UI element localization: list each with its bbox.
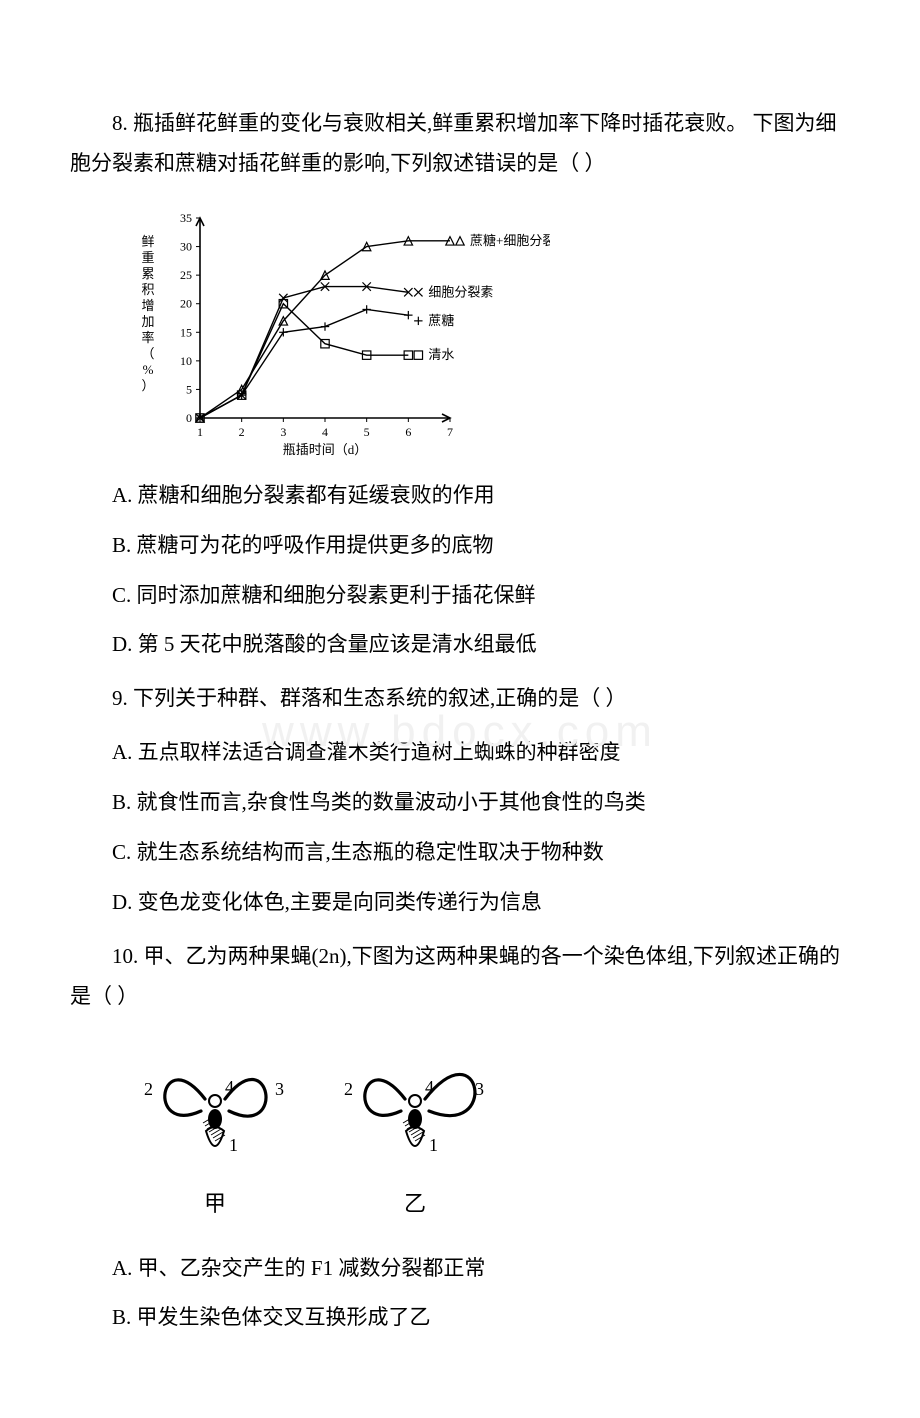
- svg-text:2: 2: [239, 425, 245, 439]
- q9-opt-d: D. 变色龙变化体色,主要是向同类传递行为信息: [70, 883, 850, 923]
- q9-opt-b: B. 就食性而言,杂食性鸟类的数量波动小于其他食性的鸟类: [70, 783, 850, 823]
- svg-text:3: 3: [475, 1079, 484, 1099]
- svg-text:15: 15: [180, 325, 192, 339]
- svg-text:4: 4: [322, 425, 328, 439]
- q8-opt-b: B. 蔗糖可为花的呼吸作用提供更多的底物: [70, 526, 850, 566]
- svg-text:1: 1: [229, 1135, 238, 1155]
- svg-text:蔗糖+细胞分裂素: 蔗糖+细胞分裂素: [470, 233, 550, 248]
- svg-text:乙: 乙: [404, 1191, 426, 1216]
- svg-text:5: 5: [364, 425, 370, 439]
- svg-text:（: （: [141, 346, 154, 361]
- svg-text:瓶插时间（d）: 瓶插时间（d）: [283, 442, 368, 457]
- q10-opt-b: B. 甲发生染色体交叉互换形成了乙: [70, 1298, 850, 1338]
- svg-text:20: 20: [180, 296, 192, 310]
- q8-stem: 8. 瓶插鲜花鲜重的变化与衰败相关,鲜重累积增加率下降时插花衰败。 下图为细胞分…: [70, 104, 850, 184]
- svg-text:5: 5: [186, 382, 192, 396]
- q8-opt-a: A. 蔗糖和细胞分裂素都有延缓衰败的作用: [70, 476, 850, 516]
- svg-text:鲜: 鲜: [141, 234, 154, 249]
- svg-text:6: 6: [405, 425, 411, 439]
- svg-text:累: 累: [141, 266, 154, 281]
- svg-text:7: 7: [447, 425, 453, 439]
- svg-text:率: 率: [141, 330, 154, 345]
- svg-text:加: 加: [141, 314, 154, 329]
- svg-text:）: ）: [141, 378, 154, 393]
- q8-chart: 0 5 10 15 20 25 30 35 1 2 3 4 5 6 7 瓶插时间（d） 鲜重累积增加率（%） 蔗糖…: [130, 200, 850, 460]
- svg-text:%: %: [143, 362, 154, 377]
- svg-text:10: 10: [180, 354, 192, 368]
- q8-opt-d: D. 第 5 天花中脱落酸的含量应该是清水组最低: [70, 625, 850, 665]
- q10-opt-a: A. 甲、乙杂交产生的 F1 减数分裂都正常: [70, 1249, 850, 1289]
- svg-text:2: 2: [344, 1079, 353, 1099]
- svg-text:清水: 清水: [428, 347, 454, 362]
- svg-text:3: 3: [280, 425, 286, 439]
- svg-text:30: 30: [180, 239, 192, 253]
- q8-opt-c: C. 同时添加蔗糖和细胞分裂素更利于插花保鲜: [70, 576, 850, 616]
- q9-stem: 9. 下列关于种群、群落和生态系统的叙述,正确的是（ ）: [70, 679, 850, 719]
- svg-text:0: 0: [186, 411, 192, 425]
- svg-text:增: 增: [141, 298, 154, 313]
- svg-text:甲: 甲: [204, 1191, 226, 1216]
- q9-opt-a: A. 五点取样法适合调查灌木类行道树上蜘蛛的种群密度: [70, 733, 850, 773]
- svg-text:2: 2: [144, 1079, 153, 1099]
- svg-text:重: 重: [141, 250, 154, 265]
- svg-text:积: 积: [141, 282, 154, 297]
- q10-diagram: 42314231甲乙: [130, 1041, 850, 1231]
- q10-stem: 10. 甲、乙为两种果蝇(2n),下图为这两种果蝇的各一个染色体组,下列叙述正确…: [70, 937, 850, 1017]
- q9-opt-c: C. 就生态系统结构而言,生态瓶的稳定性取决于物种数: [70, 833, 850, 873]
- svg-text:3: 3: [275, 1079, 284, 1099]
- svg-text:35: 35: [180, 211, 192, 225]
- svg-text:1: 1: [429, 1135, 438, 1155]
- svg-text:细胞分裂素: 细胞分裂素: [428, 284, 493, 299]
- svg-text:蔗糖: 蔗糖: [428, 313, 454, 328]
- svg-text:25: 25: [180, 268, 192, 282]
- svg-text:1: 1: [197, 425, 203, 439]
